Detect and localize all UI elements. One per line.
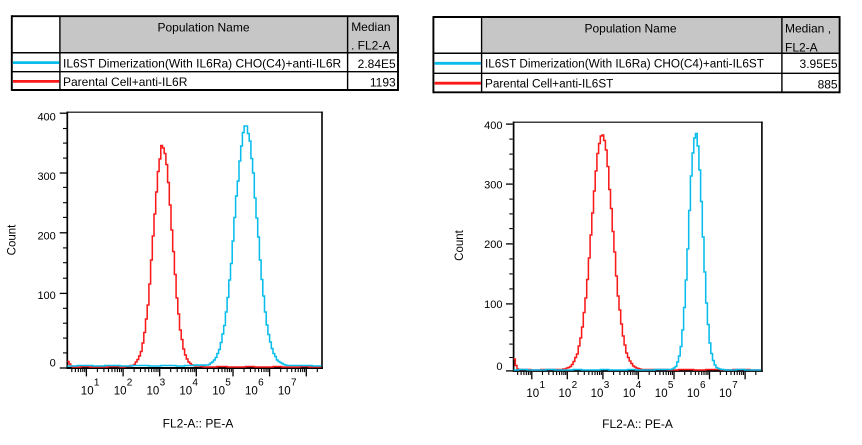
svg-text:10: 10 <box>591 388 604 400</box>
svg-text:10: 10 <box>147 386 160 398</box>
svg-text:Population Name: Population Name <box>584 21 676 35</box>
svg-text:10: 10 <box>245 386 258 398</box>
svg-text:7: 7 <box>291 378 297 389</box>
svg-text:1193: 1193 <box>370 76 396 90</box>
svg-text:10: 10 <box>81 386 94 398</box>
svg-text:FL2-A:: PE-A: FL2-A:: PE-A <box>163 417 234 431</box>
svg-text:10: 10 <box>687 388 700 400</box>
svg-text:Population Name: Population Name <box>157 20 249 34</box>
svg-text:3: 3 <box>160 378 166 389</box>
svg-text:10: 10 <box>526 388 539 400</box>
svg-text:10: 10 <box>719 388 732 400</box>
svg-text:2.84E5: 2.84E5 <box>358 57 396 71</box>
svg-text:Count: Count <box>6 224 18 255</box>
svg-text:10: 10 <box>655 388 668 400</box>
svg-text:100: 100 <box>37 290 55 302</box>
svg-text:10: 10 <box>179 386 192 398</box>
svg-text:IL6ST Dimerization(With IL6Ra): IL6ST Dimerization(With IL6Ra) CHO(C4)+a… <box>485 57 764 70</box>
svg-text:2: 2 <box>127 378 133 389</box>
svg-text:6: 6 <box>258 378 264 389</box>
svg-text:200: 200 <box>484 239 502 251</box>
svg-text:5: 5 <box>225 378 231 389</box>
svg-text:FL2-A: FL2-A <box>785 41 818 55</box>
svg-text:300: 300 <box>484 179 502 191</box>
svg-text:FL2-A:: PE-A: FL2-A:: PE-A <box>602 417 673 431</box>
svg-text:6: 6 <box>700 380 706 391</box>
svg-text:1: 1 <box>540 380 546 391</box>
svg-text:. FL2-A: . FL2-A <box>351 39 390 53</box>
svg-text:885: 885 <box>818 78 838 92</box>
svg-text:10: 10 <box>623 388 636 400</box>
svg-text:Count: Count <box>454 229 466 260</box>
svg-text:100: 100 <box>484 299 502 311</box>
svg-text:Median ,: Median , <box>785 21 831 35</box>
svg-text:400: 400 <box>484 120 502 132</box>
svg-text:0: 0 <box>496 361 502 373</box>
svg-text:2: 2 <box>572 380 578 391</box>
svg-text:10: 10 <box>559 388 572 400</box>
svg-text:10: 10 <box>212 386 225 398</box>
svg-text:7: 7 <box>732 380 738 391</box>
svg-text:5: 5 <box>668 380 674 391</box>
svg-text:1: 1 <box>94 378 100 389</box>
svg-text:4: 4 <box>192 378 198 389</box>
svg-text:10: 10 <box>114 386 127 398</box>
svg-text:10: 10 <box>278 386 291 398</box>
svg-text:3.95E5: 3.95E5 <box>800 57 838 71</box>
svg-text:3: 3 <box>604 380 610 391</box>
svg-text:0: 0 <box>50 358 56 370</box>
svg-text:Median: Median <box>351 20 390 34</box>
svg-text:300: 300 <box>37 171 55 183</box>
svg-text:400: 400 <box>37 111 55 123</box>
svg-text:200: 200 <box>37 231 55 243</box>
svg-text:4: 4 <box>636 380 642 391</box>
svg-text:IL6ST Dimerization(With IL6Ra): IL6ST Dimerization(With IL6Ra) CHO(C4)+a… <box>63 57 342 71</box>
svg-text:Parental Cell+anti-IL6ST: Parental Cell+anti-IL6ST <box>485 78 613 91</box>
svg-text:Parental Cell+anti-IL6R: Parental Cell+anti-IL6R <box>63 75 188 89</box>
